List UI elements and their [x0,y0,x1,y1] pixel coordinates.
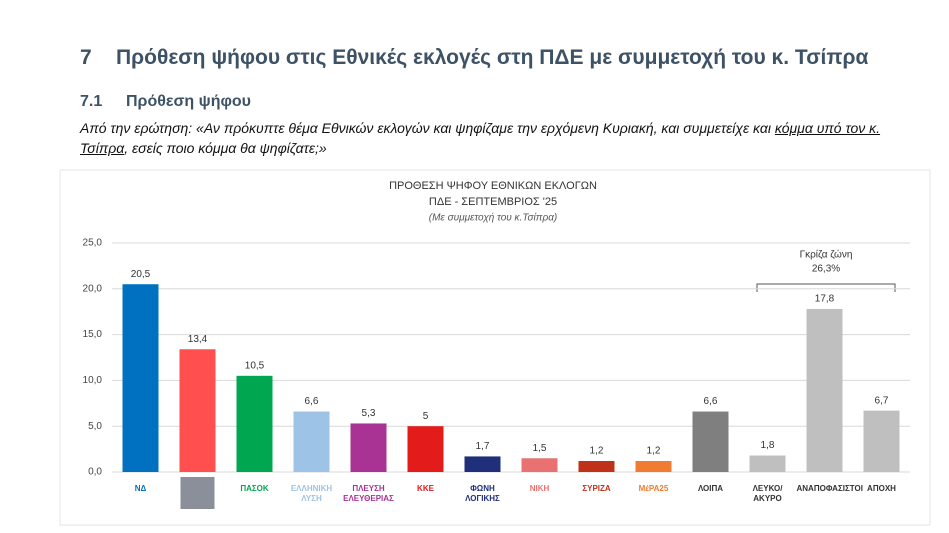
x-tick-label: ΠΛΕΥΣΗ ΕΛΕΥΘΕΡΙΑΣ [343,484,394,503]
bar [863,410,900,472]
bar [293,411,330,472]
y-tick-label: 20,0 [83,283,103,294]
value-label: 1,5 [533,443,547,454]
annotation-value: 26,3% [812,264,840,275]
bar [407,426,444,472]
x-tick-label: ΛΕΥΚΟ/ ΑΚΥΡΟ [752,484,783,503]
value-label: 1,7 [476,441,490,452]
section-title: Πρόθεση ψήφου στις Εθνικές εκλογές στη Π… [116,46,869,69]
bar [350,423,387,472]
value-label: 1,2 [590,446,604,457]
x-tick-label: ΝΙΚΗ [529,484,550,493]
question-text: Από την ερώτηση: «Αν πρόκυπτε θέμα Εθνικ… [80,120,775,136]
x-tick-label: ΝΔ [134,484,147,493]
x-tick-label: ΑΠΟΧΗ [867,484,896,493]
question: Από την ερώτηση: «Αν πρόκυπτε θέμα Εθνικ… [80,118,910,158]
x-tick-label: ΣΥΡΙΖΑ [582,484,611,493]
question-text: , εσείς ποιο κόμμα θα ψηφίζατε;» [124,140,327,156]
value-label: 5,3 [362,408,376,419]
x-tick-label: ΦΩΝΗ ΛΟΓΙΚΗΣ [465,484,500,503]
value-label: 1,8 [761,440,775,451]
value-label: 6,7 [875,395,889,406]
value-label: 1,2 [647,446,661,457]
value-label: 20,5 [131,269,151,280]
bar [521,458,558,472]
x-tick-label: ΕΛΛΗΝΙΚΗ ΛΥΣΗ [290,484,333,503]
x-tick-label: ΠΑΣΟΚ [240,484,269,493]
subsection-heading: 7.1 Πρόθεση ψήφου [80,93,251,111]
bar [635,461,672,472]
y-tick-label: 0,0 [88,467,102,478]
subsection-number: 7.1 [80,93,103,110]
x-tick-label: ΛΟΙΠΑ [697,484,724,493]
subsection-title: Πρόθεση ψήφου [126,93,251,110]
x-tick-label: ΚΚΕ [417,484,434,493]
x-tick-label: ΜέΡΑ25 [638,484,669,493]
y-tick-label: 15,0 [83,329,103,340]
value-label: 17,8 [815,294,835,305]
bar [692,411,729,472]
bar [749,455,786,472]
annotation-bracket [756,283,896,292]
value-label: 13,4 [188,334,208,345]
section-number: 7 [80,46,92,69]
x-tick-label: ΑΝΑΠΟΦΑΣΙΣΤΟΙ [796,484,863,493]
chart-note: (Με συμμετοχή του κ.Τσίπρα) [429,212,558,224]
chart-subtitle: ΠΔΕ - ΣΕΠΤΕΜΒΡΙΟΣ '25 [429,196,557,208]
bar [806,308,843,472]
bar [122,284,159,472]
value-label: 6,6 [305,396,319,407]
value-label: 6,6 [704,396,718,407]
section-heading: 7 Πρόθεση ψήφου στις Εθνικές εκλογές στη … [80,46,868,70]
y-tick-label: 5,0 [88,421,102,432]
bar [578,461,615,472]
chart-frame [59,169,931,526]
value-label: 10,5 [245,360,265,371]
annotation-text: Γκρίζα ζώνη [800,249,853,261]
value-label: 5 [423,411,429,422]
category-photo [180,477,215,509]
chart-title: ΠΡΟΘΕΣΗ ΨΗΦΟΥ ΕΘΝΙΚΩΝ ΕΚΛΟΓΩΝ [389,180,597,192]
bar [464,456,501,472]
question-underlined: κόμμα υπό τον κ. Τσίπρα [80,120,881,156]
bar [179,349,216,472]
bar [236,375,273,472]
y-tick-label: 10,0 [83,375,103,386]
y-tick-label: 25,0 [83,238,103,249]
